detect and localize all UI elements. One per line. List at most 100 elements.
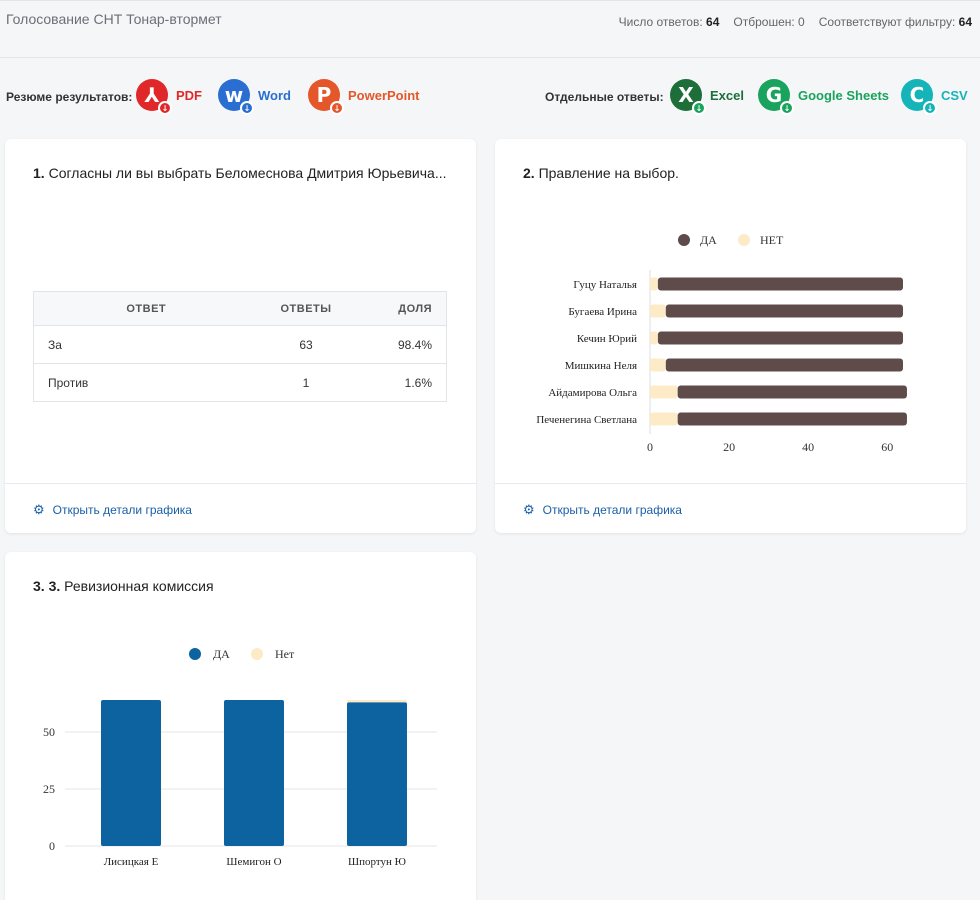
export-word-button[interactable]: w ↓ Word <box>218 78 291 115</box>
category-label: Мишкина Неля <box>565 360 637 372</box>
board-vote-chart: ДА НЕТ Гуцу Наталья Бугаева Ирина Кечин Юрий… <box>536 233 907 454</box>
bar-segment <box>665 304 903 318</box>
export-powerpoint-button[interactable]: P ↓ PowerPoint <box>308 78 420 115</box>
open-chart-details-link[interactable]: ⚙ Открыть детали графика <box>33 502 192 518</box>
export-word-label: Word <box>258 87 291 103</box>
audit-commission-chart: ДА Нет 0 25 50 Лисицкая Е Шемигон О Шпортун Ю <box>43 647 437 868</box>
open-chart-details-link[interactable]: ⚙ Открыть детали графика <box>523 502 682 518</box>
card-footer: ⚙ Открыть детали графика <box>5 483 476 533</box>
bar-segment <box>650 358 666 372</box>
export-google-sheets-label: Google Sheets <box>798 87 890 103</box>
export-powerpoint-label: PowerPoint <box>348 87 420 103</box>
column-header-share: ДОЛЯ <box>353 291 447 326</box>
survey-header: Голосование СНТ Тонар-втормет Число отве… <box>0 0 980 58</box>
x-tick-label: 60 <box>881 440 893 454</box>
question-card-3: 3. 3. Ревизионная комиссия ДА Нет 0 25 50 Лис… <box>5 552 476 900</box>
individual-export-label: Отдельные ответы: <box>545 90 664 104</box>
survey-title: Голосование СНТ Тонар-втормет <box>6 11 222 27</box>
download-icon: ↓ <box>780 101 794 115</box>
cell-answer: Против <box>48 375 89 390</box>
bar-segment <box>224 700 284 846</box>
export-pdf-label: PDF <box>176 87 202 103</box>
bar-segment <box>347 700 407 703</box>
export-excel-label: Excel <box>710 87 744 103</box>
download-icon: ↓ <box>158 101 172 115</box>
legend-swatch <box>251 648 263 660</box>
x-tick-label: 20 <box>723 440 735 454</box>
bar-segment <box>347 702 407 846</box>
stat-responses: Число ответов: 64 <box>618 15 720 29</box>
cell-share: 98.4% <box>353 325 447 364</box>
export-pdf-button[interactable]: ⅄ ↓ PDF <box>136 78 202 115</box>
download-icon: ↓ <box>240 101 254 115</box>
legend-swatch <box>738 234 750 246</box>
legend-label: ДА <box>700 233 717 247</box>
cell-count: 1 <box>302 375 310 390</box>
export-bar: Резюме результатов: ⅄ ↓ PDF w ↓ Word P ↓ Po… <box>0 74 980 118</box>
word-icon: w ↓ <box>218 79 254 115</box>
category-label: Кечин Юрий <box>577 333 637 345</box>
question-card-1: 1. Согласны ли вы выбрать Беломеснова Дм… <box>5 139 476 533</box>
summary-export-label: Резюме результатов: <box>6 90 133 104</box>
column-header-answer: ОТВЕТ <box>33 291 259 326</box>
legend-label: НЕТ <box>760 233 784 247</box>
category-label: Лисицкая Е <box>104 856 159 868</box>
details-link-label: Открыть детали графика <box>52 503 192 517</box>
card-footer: ⚙ Открыть детали графика <box>495 483 966 533</box>
legend-label: Нет <box>275 647 295 661</box>
powerpoint-icon: P ↓ <box>308 79 344 115</box>
csv-icon: C ↓ <box>901 79 937 115</box>
legend-swatch <box>678 234 690 246</box>
question-title: 2. Правление на выбор. <box>523 165 679 181</box>
bar-segment <box>665 358 903 372</box>
bar-segment <box>650 304 666 318</box>
pdf-icon: ⅄ ↓ <box>136 79 172 115</box>
gear-icon: ⚙ <box>523 502 535 517</box>
bar-segment <box>650 277 658 291</box>
y-tick-label: 25 <box>43 782 55 796</box>
category-label: Айдамирова Ольга <box>548 387 637 399</box>
google-sheets-icon: G ↓ <box>758 79 794 115</box>
legend-swatch <box>189 648 201 660</box>
column-header-count: ОТВЕТЫ <box>258 291 354 326</box>
x-tick-label: 0 <box>647 440 653 454</box>
question-title: 1. Согласны ли вы выбрать Беломеснова Дм… <box>33 165 447 181</box>
bar-segment <box>657 331 903 345</box>
download-icon: ↓ <box>692 101 706 115</box>
category-label: Шемигон О <box>226 856 281 868</box>
x-tick-label: 40 <box>802 440 814 454</box>
category-label: Печенегина Светлана <box>536 414 637 426</box>
legend-label: ДА <box>213 647 230 661</box>
download-icon: ↓ <box>330 101 344 115</box>
bar-segment <box>657 277 903 291</box>
export-csv-button[interactable]: C ↓ CSV <box>901 78 968 115</box>
export-excel-button[interactable]: X ↓ Excel <box>670 78 744 115</box>
excel-icon: X ↓ <box>670 79 706 115</box>
bar-segment <box>650 385 678 399</box>
results-table: ОТВЕТ ОТВЕТЫ ДОЛЯ За 63 98.4% Против 1 1… <box>33 291 447 402</box>
details-link-label: Открыть детали графика <box>542 503 682 517</box>
category-label: Бугаева Ирина <box>568 306 637 318</box>
bar-segment <box>650 412 678 426</box>
bar-segment <box>677 412 907 426</box>
cell-count: 63 <box>258 325 354 364</box>
export-google-sheets-button[interactable]: G ↓ Google Sheets <box>758 78 890 115</box>
question-card-2: 2. Правление на выбор. ДА НЕТ Гуцу Наталья… <box>495 139 966 533</box>
bar-segment <box>650 331 658 345</box>
export-csv-label: CSV <box>941 87 968 103</box>
table-row: За 63 98.4% <box>33 325 447 364</box>
gear-icon: ⚙ <box>33 502 45 517</box>
response-stats: Число ответов: 64 Отброшен: 0 Соответств… <box>619 15 972 29</box>
y-tick-label: 50 <box>43 725 55 739</box>
question-title: 3. 3. Ревизионная комиссия <box>33 578 214 594</box>
y-tick-label: 0 <box>49 839 55 853</box>
cell-share: 1.6% <box>404 375 432 390</box>
table-header-row: ОТВЕТ ОТВЕТЫ ДОЛЯ <box>33 291 447 326</box>
stat-filter-match: Соответствуют фильтру: 64 <box>818 15 972 29</box>
bar-segment <box>677 385 907 399</box>
stat-discarded: Отброшен: 0 <box>733 15 805 29</box>
category-label: Гуцу Наталья <box>573 279 637 291</box>
download-icon: ↓ <box>923 101 937 115</box>
table-row: Против 1 1.6% <box>34 364 447 402</box>
bar-segment <box>101 700 161 846</box>
